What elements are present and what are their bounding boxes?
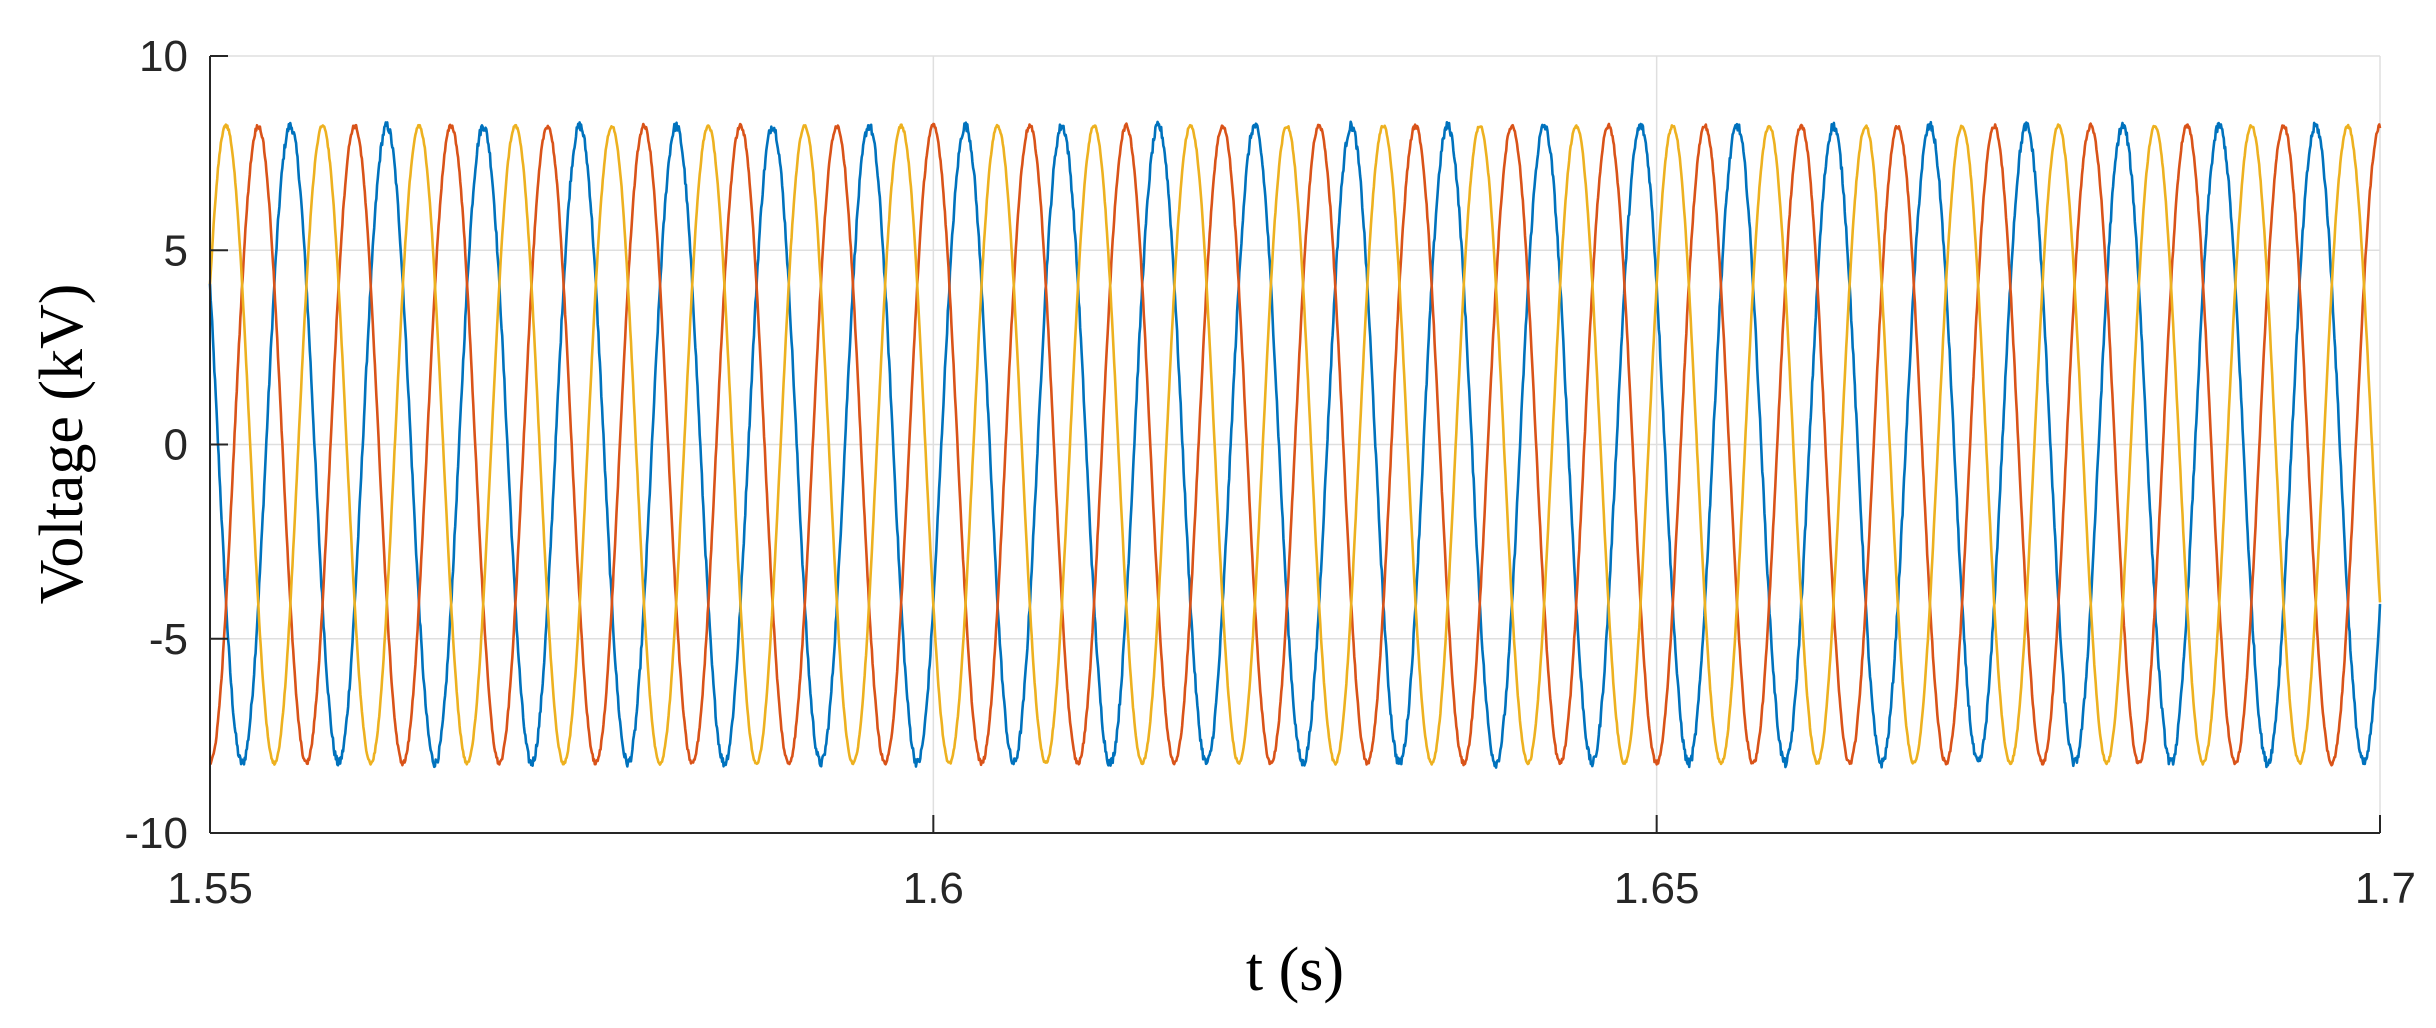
y-axis-title: Voltage (kV) — [28, 284, 96, 605]
y-tick-label: 0 — [164, 421, 188, 470]
x-tick-label: 1.6 — [903, 864, 964, 913]
series-line-1 — [208, 120, 2382, 769]
y-tick-label: -10 — [124, 809, 188, 858]
x-tick-label: 1.7 — [2355, 864, 2416, 913]
x-tick-label: 1.55 — [167, 864, 253, 913]
y-tick-label: -5 — [149, 615, 188, 664]
x-axis-title: t (s) — [1246, 936, 1344, 1004]
series-layer — [208, 120, 2382, 769]
y-tick-label: 10 — [139, 32, 188, 81]
series-line-3 — [208, 123, 2382, 766]
x-tick-label: 1.65 — [1614, 864, 1700, 913]
axes — [209, 55, 2381, 834]
series-line-2 — [209, 122, 2382, 767]
y-tick-label: 5 — [164, 226, 188, 275]
tick-labels: 1.55 1.6 1.65 1.7 -10 -5 0 5 10 — [124, 32, 2416, 913]
